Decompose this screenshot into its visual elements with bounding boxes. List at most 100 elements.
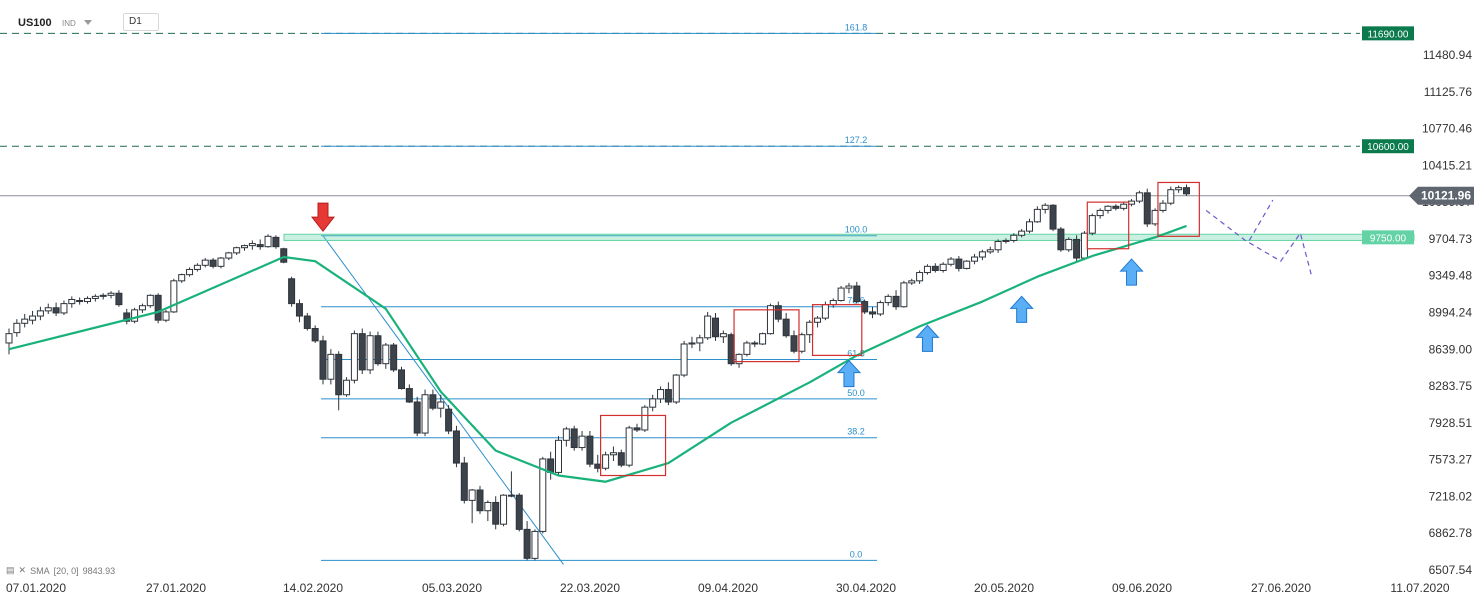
candle-body: [555, 439, 562, 473]
candle-body: [476, 489, 484, 512]
candle-body: [217, 257, 225, 267]
level-tag: 10600.00: [1367, 142, 1409, 153]
candle-body: [21, 318, 29, 324]
arrow-up-icon: [1009, 295, 1034, 323]
candle-body: [382, 344, 390, 365]
candle-body: [209, 259, 217, 267]
candle-body: [405, 388, 413, 403]
candle-body: [845, 285, 853, 289]
candle-body: [327, 353, 335, 380]
y-tick-label: 7573.27: [1429, 453, 1473, 467]
level-tag: 11690.00: [1368, 29, 1409, 40]
candle-body: [429, 394, 437, 409]
price-tags: 11690.00 10600.00 9750.00 10121.96: [1362, 26, 1474, 245]
y-tick-label: 9349.48: [1429, 269, 1473, 283]
candle-body: [916, 272, 924, 282]
candle-body: [939, 263, 947, 271]
candle-body: [178, 274, 186, 282]
candle-body: [617, 452, 625, 466]
highlight-box: [599, 414, 667, 477]
fib-level-label: 0.0: [850, 549, 863, 559]
candle-body: [649, 398, 657, 408]
level-tag-bg: [1362, 26, 1414, 41]
y-tick-label: 8639.00: [1429, 342, 1473, 356]
candle-body: [1049, 204, 1057, 230]
highlight-box: [733, 309, 800, 363]
candle-body: [256, 244, 264, 248]
horizontal-levels: [0, 32, 1410, 197]
candle-body: [303, 315, 311, 329]
candle-body: [594, 463, 602, 469]
candle-body: [1167, 189, 1175, 204]
candle-body: [492, 501, 500, 525]
candle-body: [123, 312, 131, 322]
candle-body: [186, 268, 194, 276]
timeframe-select[interactable]: D1: [123, 13, 159, 31]
candle-body: [955, 258, 963, 269]
settings-icon[interactable]: ▤: [6, 565, 15, 575]
chevron-down-icon[interactable]: [84, 20, 92, 25]
candle-body: [680, 343, 688, 376]
candle-body: [963, 260, 971, 269]
candle-body: [586, 435, 594, 465]
arrow-up-icon: [836, 359, 862, 388]
candle-body: [170, 280, 178, 313]
candle-body: [782, 318, 790, 337]
candle-body: [507, 494, 515, 497]
candle-body: [743, 342, 751, 355]
candle-body: [861, 301, 869, 313]
candle-body: [570, 428, 578, 449]
current-price-tag: 10121.96: [1421, 189, 1471, 203]
candle-body: [390, 344, 398, 371]
x-tick-label: 27.01.2020: [146, 581, 206, 595]
projection-line: [1205, 209, 1313, 278]
candle-body: [146, 294, 154, 307]
x-axis: 07.01.2020 27.01.2020 14.02.2020 05.03.2020…: [6, 581, 1450, 595]
candle-body: [900, 282, 908, 308]
candle-body: [774, 305, 782, 320]
x-tick-label: 09.06.2020: [1112, 581, 1172, 595]
candle-body: [814, 317, 822, 323]
candle-body: [971, 256, 979, 262]
sma-line: [8, 224, 1187, 483]
candle-body: [547, 458, 555, 473]
candle-body: [1073, 238, 1081, 259]
candle-body: [641, 406, 649, 431]
highlight-box: [1086, 201, 1130, 250]
y-tick-label: 7218.02: [1429, 489, 1473, 503]
candle-body: [798, 334, 806, 352]
fib-trendline: [322, 235, 564, 565]
candle-body: [1175, 187, 1183, 191]
candle-body: [288, 278, 296, 305]
indicator-value: 9843.93: [82, 565, 116, 576]
candle-body: [523, 528, 531, 559]
candle-body: [664, 389, 672, 403]
candle-body: [578, 435, 586, 449]
candle-body: [609, 452, 617, 456]
candle-body: [908, 280, 916, 284]
candle-body: [107, 292, 115, 296]
candle-body: [923, 265, 931, 274]
candle-body: [931, 265, 939, 271]
candle-body: [1135, 192, 1143, 202]
candle-body: [343, 379, 351, 396]
candle-body: [1159, 202, 1167, 211]
candle-body: [162, 311, 170, 321]
candle-body: [350, 333, 358, 381]
close-icon[interactable]: ✕: [18, 565, 27, 575]
candle-body: [84, 297, 91, 303]
candle-body: [374, 335, 382, 365]
candle-body: [759, 333, 767, 345]
x-tick-label: 11.07.2020: [1390, 581, 1449, 595]
x-tick-label: 14.02.2020: [283, 581, 343, 595]
candle-body: [1065, 238, 1073, 251]
x-tick-label: 30.04.2020: [836, 581, 896, 595]
indicator-name: SMA: [30, 565, 50, 576]
y-tick-label: 11480.94: [1423, 48, 1472, 62]
symbol-label[interactable]: US100: [18, 17, 52, 29]
candle-body: [13, 322, 21, 334]
candle-body: [876, 302, 884, 315]
candle-body: [1128, 200, 1136, 205]
candle-body: [704, 315, 712, 339]
